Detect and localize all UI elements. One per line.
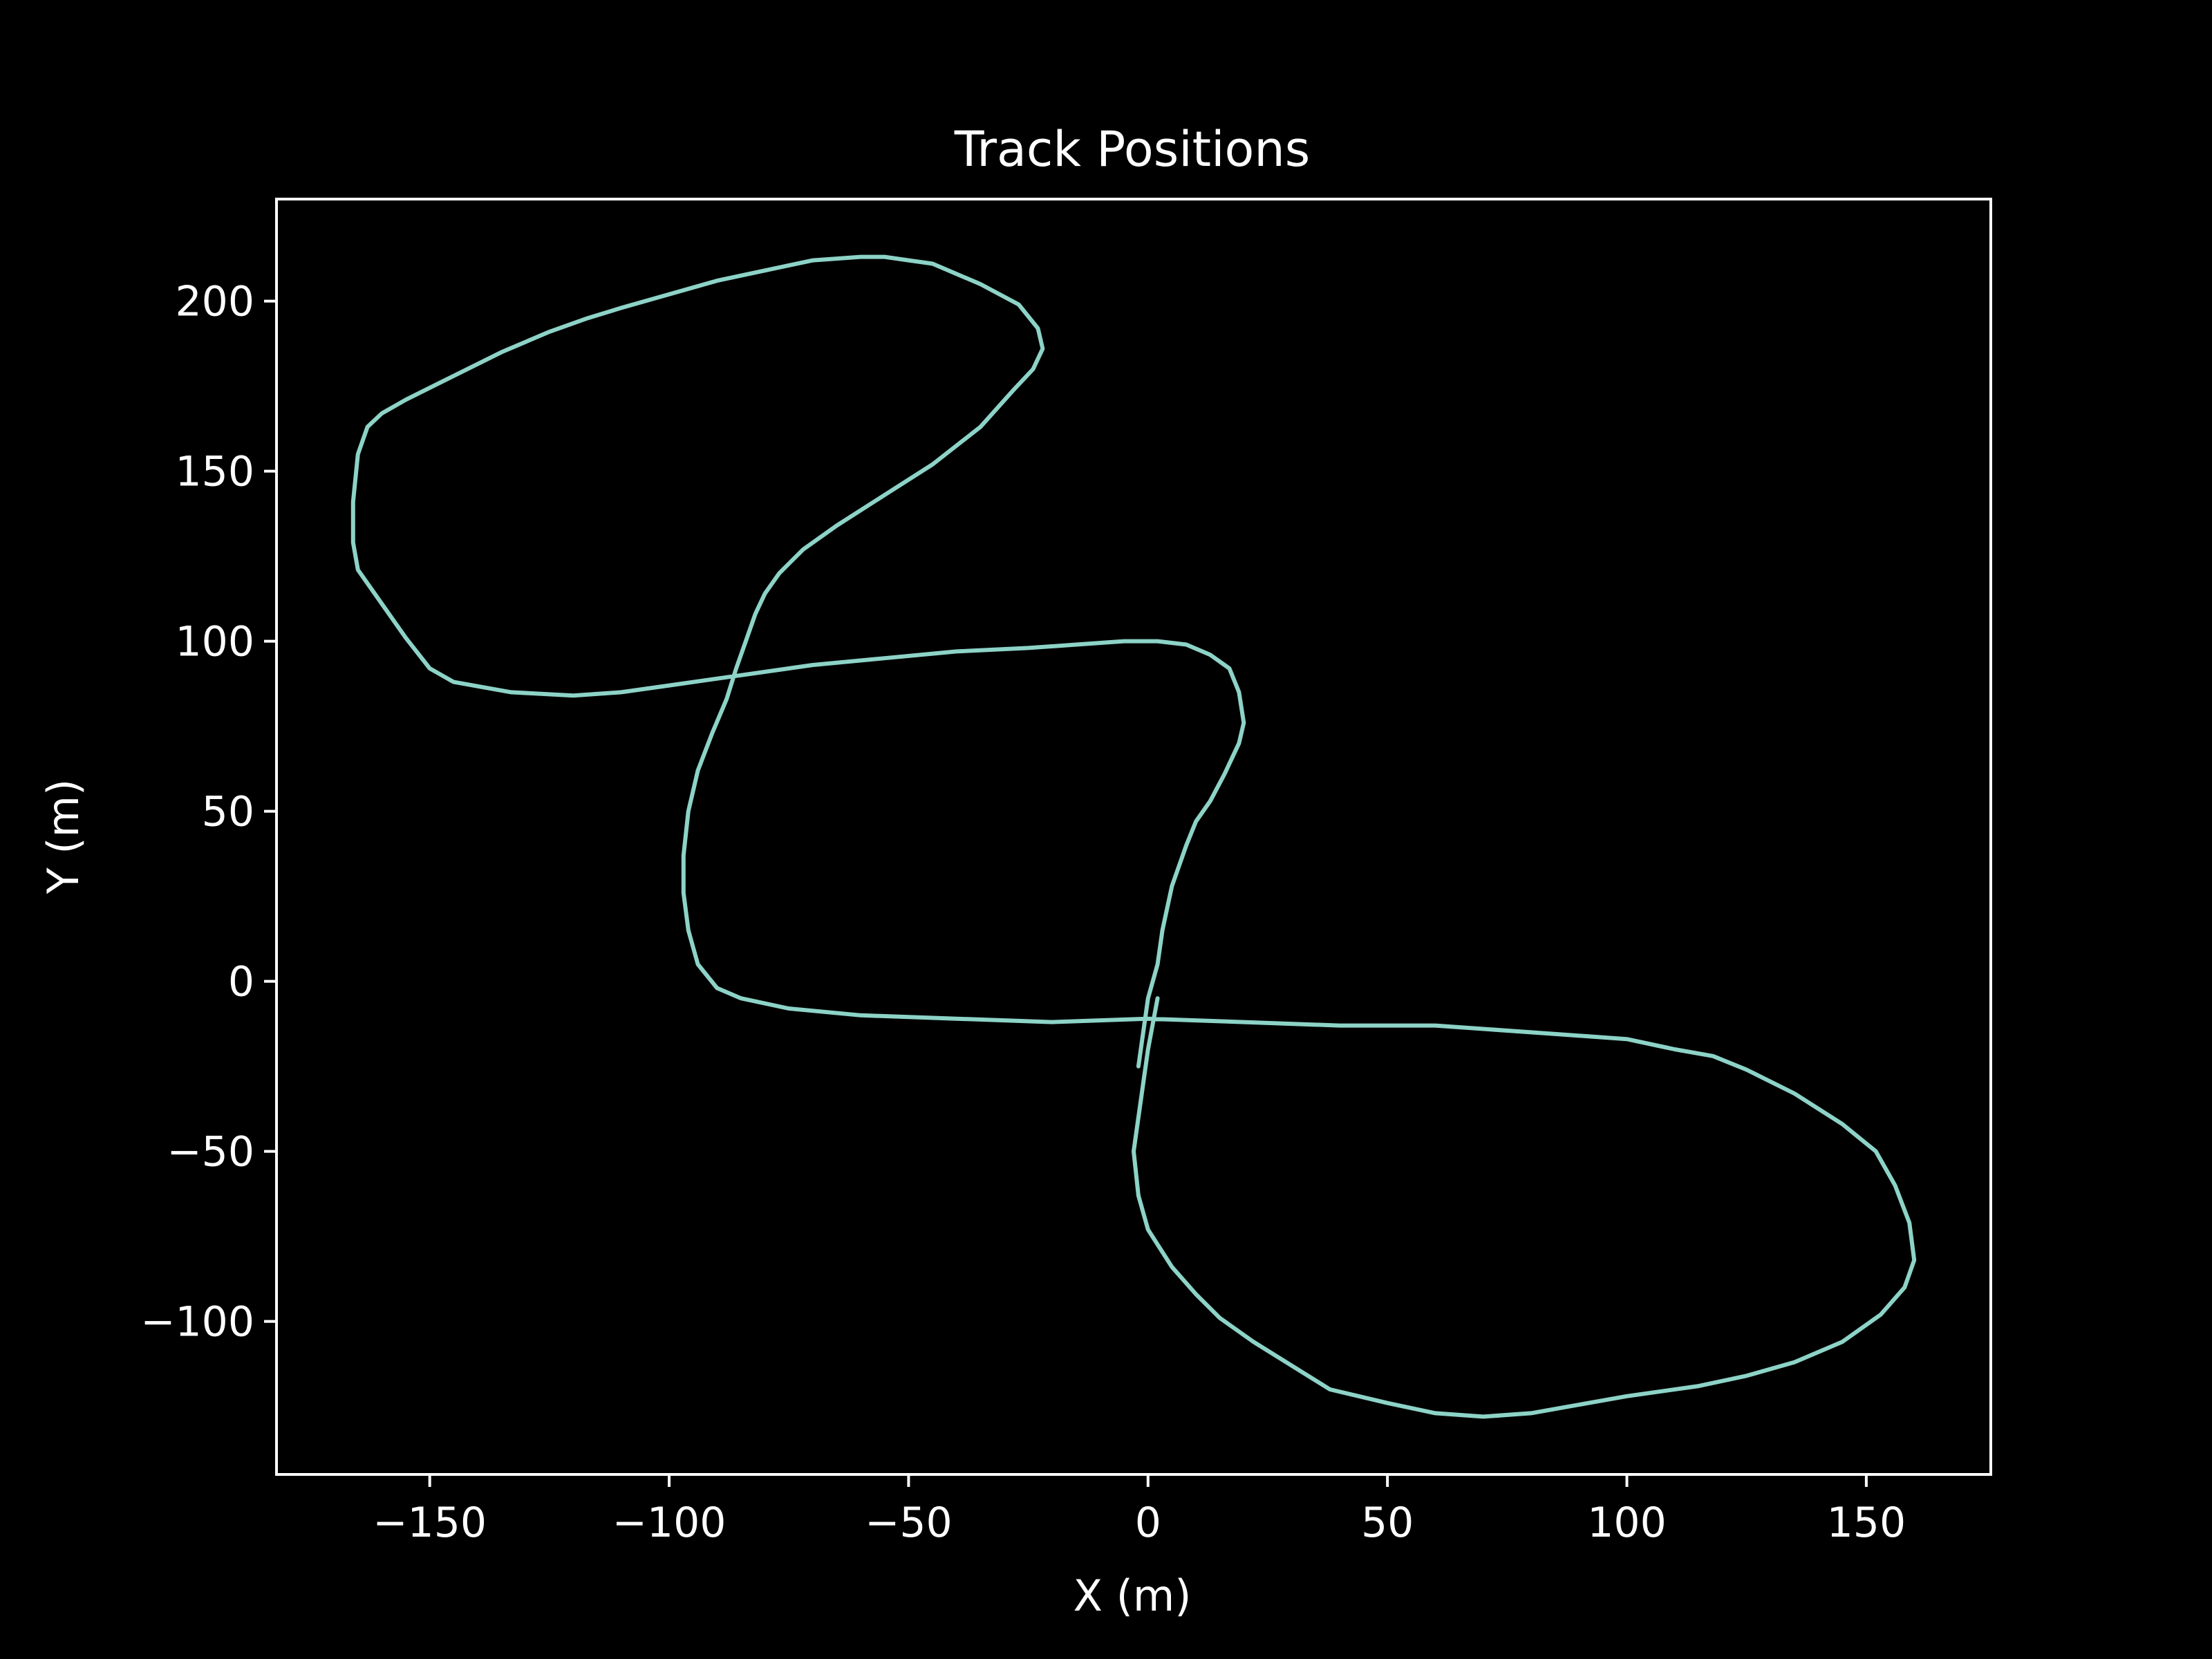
y-tick-label: −50 [167, 1128, 254, 1177]
y-axis-ticks: −100 −50 0 50 100 150 200 [140, 278, 276, 1347]
x-tick-label: −100 [612, 1499, 727, 1547]
chart-title: Track Positions [954, 121, 1310, 178]
plot-frame [275, 198, 1992, 1476]
x-tick-label: −50 [865, 1499, 953, 1547]
y-tick-label: 100 [175, 618, 254, 666]
x-tick-label: 0 [1135, 1499, 1161, 1547]
series-line-0 [350, 254, 1917, 1419]
y-tick-label: 50 [202, 788, 254, 836]
series-layer [350, 254, 1917, 1419]
x-tick-label: 50 [1361, 1499, 1414, 1547]
x-axis-label: X (m) [1074, 1571, 1192, 1621]
x-tick-label: −150 [373, 1499, 487, 1547]
x-tick-label: 100 [1587, 1499, 1667, 1547]
y-tick-label: −100 [140, 1298, 254, 1347]
y-tick-label: 0 [228, 958, 254, 1006]
y-tick-label: 200 [175, 278, 254, 326]
x-axis-ticks: −150 −100 −50 0 50 100 150 [373, 1474, 1906, 1547]
x-tick-label: 150 [1827, 1499, 1906, 1547]
y-axis-label: Y (m) [38, 779, 88, 894]
y-tick-label: 150 [175, 448, 254, 496]
